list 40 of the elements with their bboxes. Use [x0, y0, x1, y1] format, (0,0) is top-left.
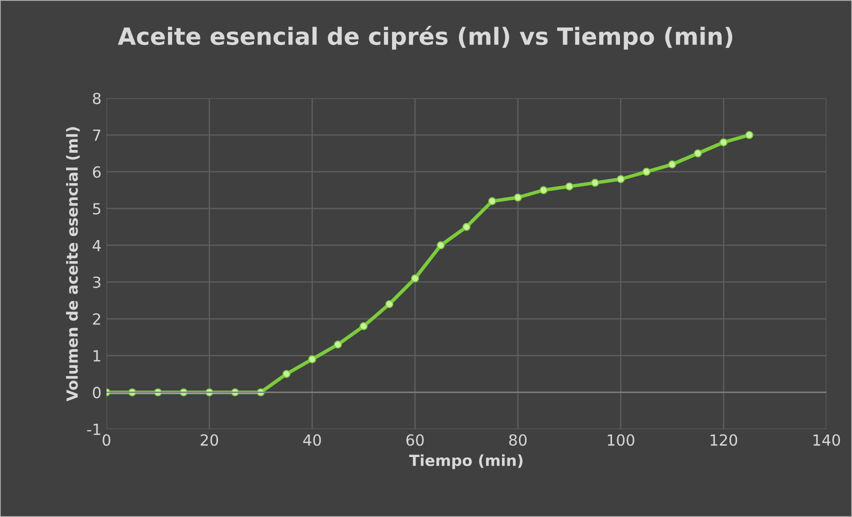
point	[385, 300, 394, 308]
x-tick-label: 60	[406, 434, 424, 446]
x-tick-label: 20	[200, 434, 218, 446]
point	[616, 175, 625, 184]
point	[591, 178, 600, 187]
point	[411, 274, 420, 282]
point	[514, 194, 522, 202]
x-tick-label: 0	[102, 434, 110, 446]
y-tick-label: 1	[94, 350, 100, 362]
point	[642, 168, 650, 176]
point	[668, 160, 676, 168]
y-tick-label: 6	[92, 166, 101, 178]
x-axis-title: Tiempo (min)	[409, 454, 522, 470]
x-tick-label: 40	[303, 434, 321, 446]
point	[308, 355, 316, 364]
y-tick-label: 8	[92, 92, 101, 104]
point	[540, 186, 548, 194]
x-tick-label: 80	[509, 434, 527, 446]
point	[745, 131, 754, 139]
point	[462, 222, 470, 231]
y-tick-label: 3	[93, 276, 100, 288]
y-tick-label: 7	[93, 130, 100, 141]
point	[488, 197, 496, 206]
y-tick-label: 0	[92, 386, 101, 398]
chart-title: Aceite esencial de ciprés (ml) vs Tiempo (min)	[118, 26, 732, 50]
x-tick-label: 120	[710, 434, 738, 446]
point	[565, 182, 574, 190]
y-tick-label: 2	[93, 313, 100, 325]
y-tick-label: 5	[93, 203, 100, 215]
x-tick-label: 140	[814, 434, 840, 446]
x-tick-label: 100	[608, 434, 634, 446]
y-tick-label: -1	[87, 424, 100, 435]
point	[436, 241, 445, 250]
point	[720, 138, 728, 146]
point	[334, 340, 342, 349]
y-axis-title: Volumen de aceite esencial (ml)	[66, 127, 80, 402]
y-tick-label: 4	[92, 240, 101, 252]
point	[360, 322, 368, 330]
point	[694, 149, 702, 158]
point	[282, 370, 290, 378]
